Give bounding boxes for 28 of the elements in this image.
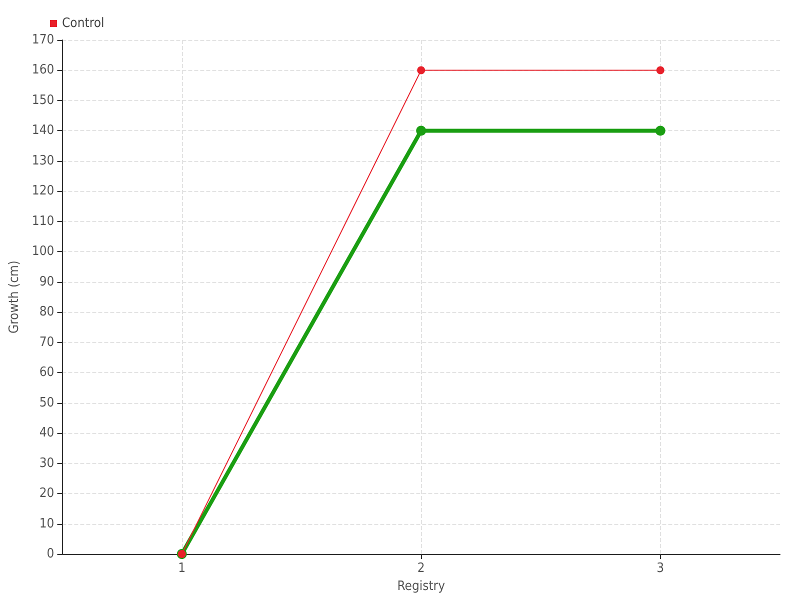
y-tick-label: 90 — [39, 274, 54, 290]
x-tick-label: 3 — [656, 561, 664, 576]
point — [416, 126, 426, 136]
y-tick-label: 40 — [39, 426, 54, 441]
point — [656, 66, 664, 74]
x-tick-label: 2 — [417, 561, 425, 576]
y-tick-label: 20 — [39, 486, 54, 502]
y-tick-label: 140 — [32, 123, 54, 138]
y-tick-label: 120 — [32, 184, 54, 199]
legend-label: Control — [62, 16, 104, 31]
y-tick-label: 30 — [39, 456, 54, 471]
y-tick-label: 70 — [39, 334, 54, 350]
y-tick-label: 0 — [46, 546, 54, 562]
x-tick-label: 1 — [178, 561, 186, 576]
y-axis-title: Growth (cm) — [7, 260, 22, 334]
y-tick-label: 170 — [32, 32, 54, 48]
y-tick-label: 80 — [39, 304, 54, 320]
point — [655, 126, 666, 136]
y-tick-label: 60 — [39, 365, 54, 380]
y-tick-label: 50 — [39, 395, 54, 410]
y-tick-label: 160 — [32, 62, 54, 78]
x-axis-title: Registry — [397, 578, 446, 594]
y-tick-label: 100 — [32, 244, 54, 260]
y-tick-label: 10 — [39, 516, 54, 532]
y-tick-label: 130 — [32, 153, 54, 168]
y-tick-label: 150 — [32, 92, 54, 108]
y-tick-label: 110 — [32, 214, 54, 229]
point — [417, 66, 426, 74]
